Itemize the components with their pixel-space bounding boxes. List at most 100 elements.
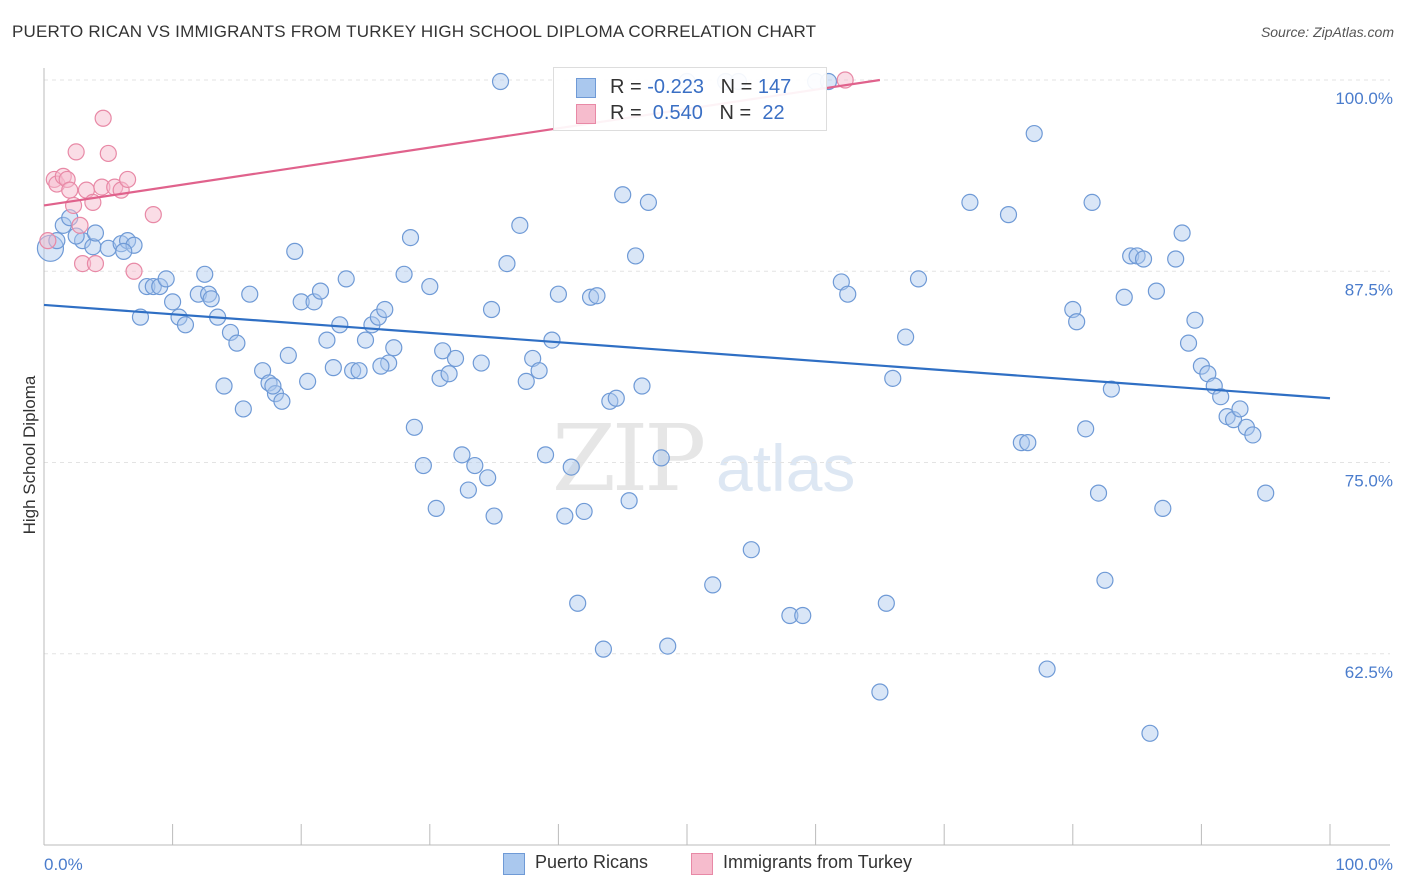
data-point-turkey [99, 144, 117, 163]
data-point-puerto-ricans [620, 492, 638, 510]
data-point-puerto-ricans [414, 456, 432, 475]
data-point-puerto-ricans [138, 277, 156, 296]
legend-swatch-blue [576, 78, 596, 98]
data-point-puerto-ricans [556, 507, 574, 525]
data-point-puerto-ricans [742, 541, 760, 559]
data-point-puerto-ricans [337, 270, 355, 288]
data-point-puerto-ricans [472, 354, 490, 372]
data-point-puerto-ricans [421, 277, 439, 296]
legend-r-label: R = [610, 76, 648, 98]
legend-n-value: 147 [757, 76, 792, 98]
data-point-puerto-ricans [1077, 420, 1095, 438]
data-point-puerto-ricans [614, 186, 632, 204]
data-point-puerto-ricans [372, 357, 390, 375]
data-point-puerto-ricans [234, 400, 252, 418]
series-puerto-ricans [36, 72, 1275, 742]
data-point-puerto-ricans [292, 293, 310, 311]
chart-title: PUERTO RICAN VS IMMIGRANTS FROM TURKEY H… [12, 22, 817, 41]
data-point-puerto-ricans [376, 300, 394, 319]
data-point-puerto-ricans [221, 323, 240, 342]
x-tick-label-right: 100.0% [1335, 855, 1393, 874]
data-point-puerto-ricans [639, 193, 658, 211]
trend-line-puerto-ricans [43, 303, 1331, 400]
data-point-puerto-ricans [575, 502, 593, 521]
data-point-puerto-ricans [1179, 334, 1198, 352]
data-point-puerto-ricans [1141, 724, 1159, 742]
data-point-puerto-ricans [350, 362, 368, 380]
data-point-puerto-ricans [1083, 193, 1101, 211]
y-tick-label: 87.5% [1345, 280, 1393, 299]
legend-r-label: R = [610, 102, 648, 124]
legend-r-value: 0.540 [647, 102, 703, 124]
data-point-turkey [125, 262, 143, 280]
data-point-puerto-ricans [311, 282, 330, 300]
data-point-puerto-ricans [1019, 434, 1037, 452]
legend-n-label: N = [719, 102, 757, 124]
legend-swatch-blue [503, 853, 525, 875]
series-immigrants-from-turkey [39, 71, 854, 280]
data-point-puerto-ricans [286, 242, 304, 260]
data-point-puerto-ricans [498, 255, 516, 273]
data-point-puerto-ricans [157, 270, 175, 288]
legend-label: Puerto Ricans [535, 852, 649, 872]
legend-text: R = -0.223 N = 147 [610, 76, 791, 99]
data-point-puerto-ricans [446, 349, 465, 368]
data-point-puerto-ricans [466, 456, 484, 475]
data-point-puerto-ricans [581, 288, 600, 306]
data-point-puerto-ricans [144, 277, 162, 296]
data-point-turkey [61, 181, 79, 199]
data-point-puerto-ricans [511, 216, 529, 234]
data-point-puerto-ricans [202, 290, 220, 308]
legend-n-label: N = [720, 76, 758, 98]
data-point-puerto-ricans [318, 331, 336, 349]
data-point-puerto-ricans [459, 481, 477, 499]
data-point-puerto-ricans [1102, 380, 1120, 398]
data-point-puerto-ricans [1038, 660, 1056, 678]
data-point-puerto-ricans [401, 228, 420, 247]
data-point-puerto-ricans [324, 359, 342, 377]
data-point-puerto-ricans [491, 72, 510, 91]
axis-labels: 100.0% 87.5% 75.0% 62.5% 0.0% 100.0% High Scho… [20, 89, 1393, 874]
data-point-puerto-ricans [1244, 426, 1262, 444]
legend-swatch-pink [576, 104, 596, 124]
x-tick-label-left: 0.0% [44, 855, 83, 874]
data-point-puerto-ricans [125, 236, 143, 254]
data-point-puerto-ricans [1154, 499, 1172, 517]
data-point-puerto-ricans [273, 392, 291, 410]
legend-label: Immigrants from Turkey [723, 852, 913, 872]
data-point-puerto-ricans [405, 418, 423, 436]
data-point-puerto-ricans [839, 285, 857, 303]
data-point-puerto-ricans [440, 365, 458, 383]
data-point-puerto-ricans [1224, 411, 1243, 429]
data-point-turkey [144, 206, 162, 224]
data-point-puerto-ricans [1186, 311, 1204, 329]
data-point-puerto-ricans [241, 285, 259, 303]
data-point-puerto-ricans [884, 369, 902, 387]
data-point-turkey [67, 143, 85, 161]
data-point-puerto-ricans [344, 362, 362, 380]
data-point-puerto-ricans [264, 377, 282, 395]
legend-n-value: 22 [756, 102, 785, 124]
data-point-puerto-ricans [909, 270, 928, 288]
data-point-turkey [71, 216, 89, 234]
data-point-puerto-ricans [479, 469, 497, 487]
axis-ticks [43, 824, 1331, 845]
data-point-puerto-ricans [530, 362, 548, 380]
data-point-puerto-ricans [485, 507, 503, 525]
data-point-puerto-ricans [431, 369, 449, 387]
data-point-puerto-ricans [356, 331, 375, 349]
data-point-puerto-ricans [1134, 250, 1153, 268]
data-point-puerto-ricans [1257, 484, 1275, 502]
data-point-puerto-ricans [395, 265, 413, 283]
data-point-puerto-ricans [781, 606, 799, 625]
data-point-puerto-ricans [434, 342, 452, 360]
data-point-puerto-ricans [1122, 247, 1140, 265]
y-axis-title: High School Diploma [20, 375, 39, 534]
series-legend: Puerto Ricans Immigrants from Turkey [0, 852, 1406, 878]
data-point-puerto-ricans [305, 293, 323, 311]
y-tick-label: 62.5% [1345, 663, 1393, 682]
data-point-puerto-ricans [164, 293, 182, 311]
data-point-puerto-ricans [200, 285, 218, 303]
watermark-zip: ZIP [552, 405, 706, 512]
